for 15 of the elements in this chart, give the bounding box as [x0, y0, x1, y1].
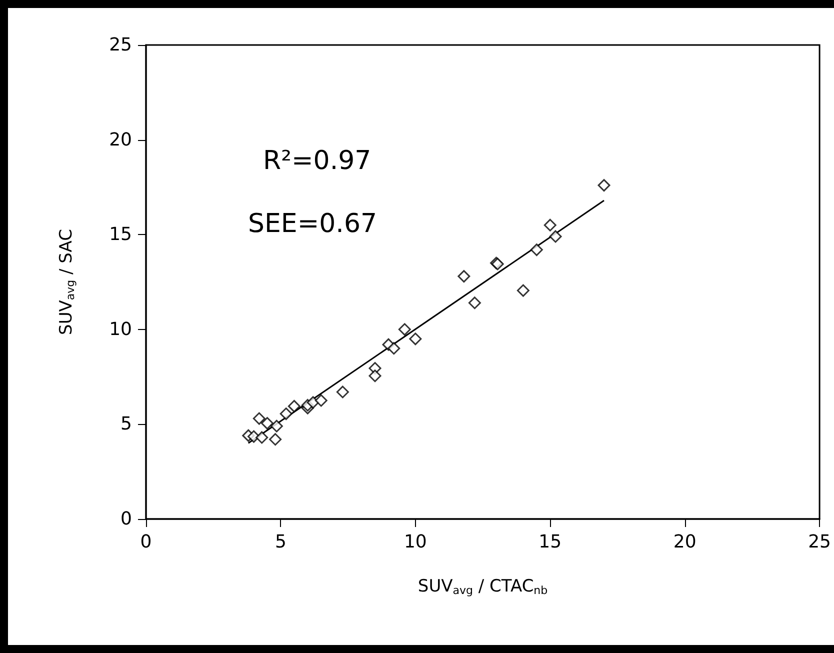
annotation: R²=0.97	[263, 146, 372, 176]
x-tick-label: 0	[140, 532, 152, 552]
x-tick-label: 5	[274, 532, 286, 552]
x-tick-label: 10	[404, 532, 427, 552]
x-tick-label: 25	[808, 532, 831, 552]
y-tick-label: 10	[109, 318, 132, 340]
y-tick-label: 15	[109, 224, 132, 246]
annotation: SEE=0.67	[248, 209, 378, 239]
y-tick-label: 5	[120, 414, 132, 435]
x-tick-label: 20	[673, 532, 696, 552]
y-axis-title: SUVavg / SAC	[56, 229, 77, 335]
x-tick-label: 15	[538, 532, 562, 552]
y-tick-label: 0	[120, 508, 132, 530]
y-tick-label: 25	[109, 34, 132, 56]
y-tick-label: 20	[109, 129, 132, 150]
